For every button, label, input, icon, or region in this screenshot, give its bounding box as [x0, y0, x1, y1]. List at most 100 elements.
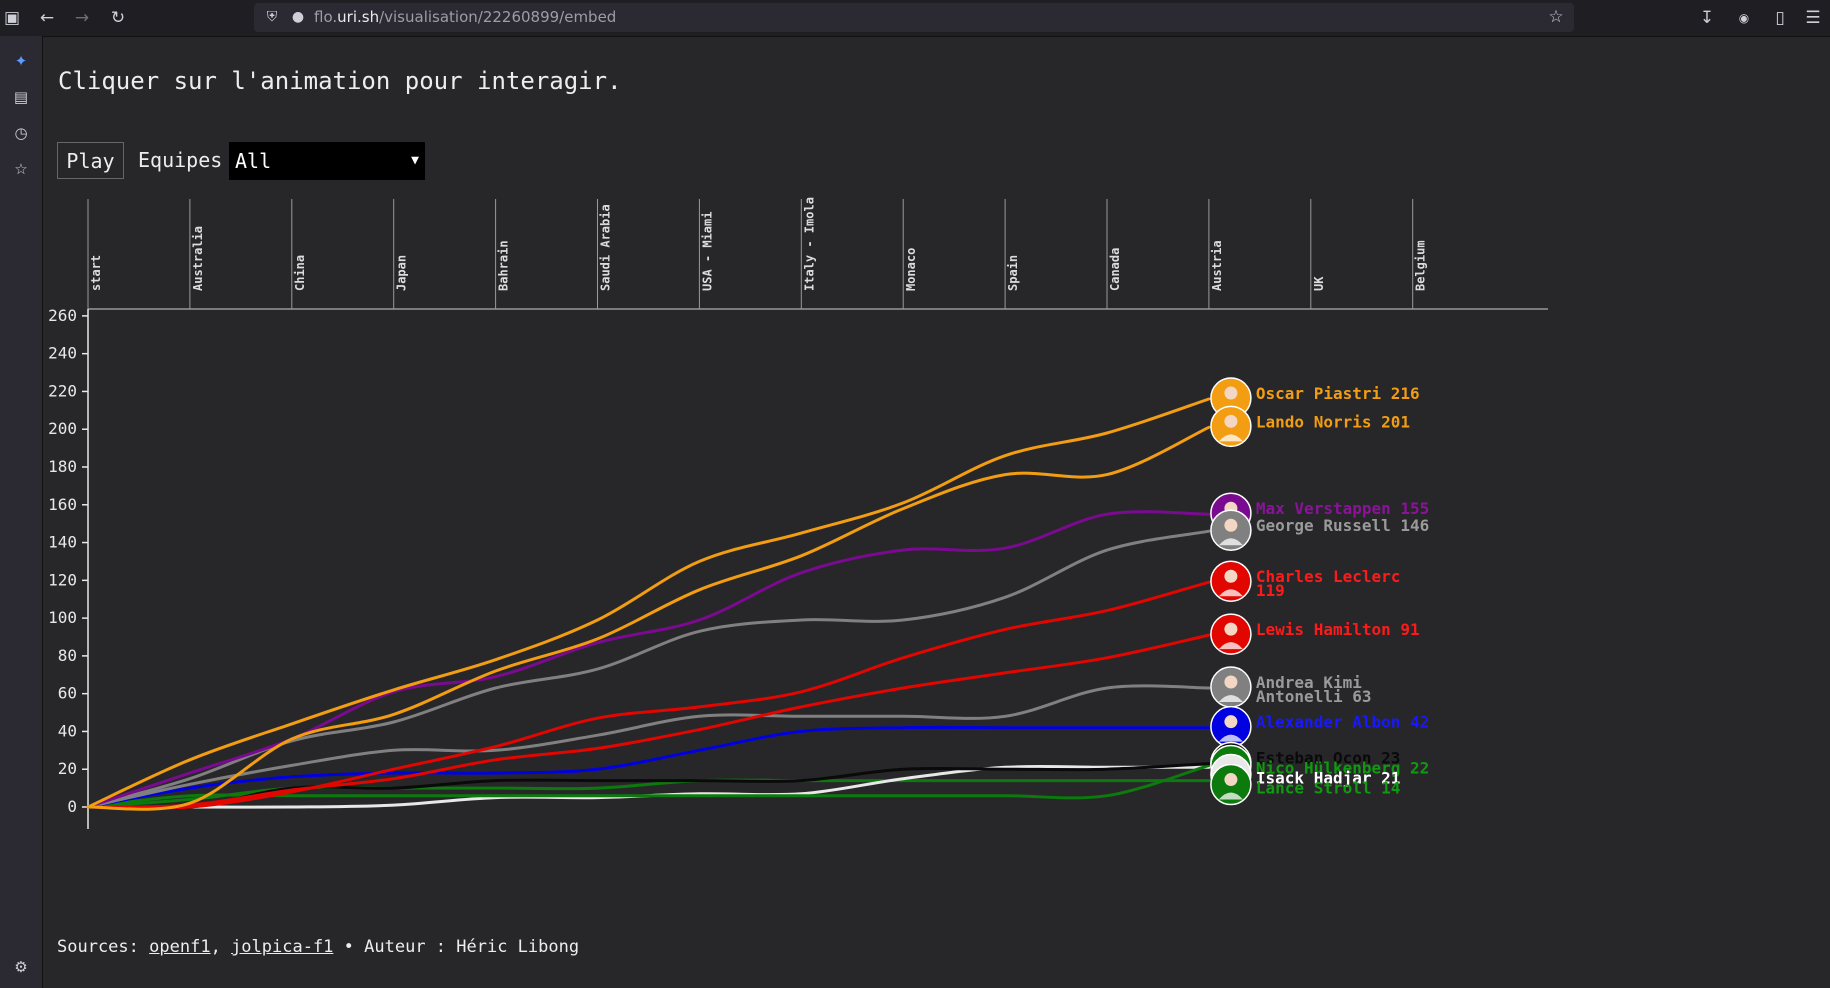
back-icon[interactable]: ←	[39, 8, 55, 28]
team-filter-select[interactable]: All ▼	[229, 142, 425, 180]
driver-label-text: Antonelli 63	[1256, 687, 1372, 706]
y-tick-label: 40	[58, 721, 77, 740]
driver-face-icon	[1224, 773, 1238, 787]
ai-chat-icon[interactable]: ✦	[14, 52, 28, 70]
settings-icon[interactable]: ⚙	[14, 958, 28, 976]
driver-labels: Oscar Piastri 216 Lando Norris 201 Max Ver…	[1210, 377, 1429, 806]
play-button[interactable]: Play	[57, 142, 124, 179]
browser-toolbar: ▣ ← → ↻ ⛨ ● flo.uri.sh/visualisation/222…	[0, 0, 1830, 37]
y-tick-label: 80	[58, 646, 77, 665]
driver-face-icon	[1224, 675, 1238, 689]
series-line-esteban-ocon[interactable]	[86, 762, 1211, 810]
driver-label-text: 119	[1256, 581, 1285, 600]
driver-label-text: George Russell 146	[1256, 516, 1429, 535]
account-icon[interactable]: ◉	[1738, 11, 1750, 25]
url-path: /visualisation/22260899/embed	[379, 8, 617, 26]
race-label: start	[89, 255, 103, 291]
source-link-jolpica[interactable]: jolpica-f1	[231, 937, 334, 957]
y-tick-label: 0	[67, 797, 77, 816]
y-tick-label: 200	[48, 419, 77, 438]
series-line-oscar-piastri[interactable]	[86, 397, 1211, 809]
address-bar[interactable]: ⛨ ● flo.uri.sh/visualisation/22260899/em…	[254, 3, 1574, 32]
team-filter-value: All	[235, 149, 272, 173]
driver-suit-icon	[1218, 538, 1243, 546]
y-axis: 0 20 40 60 80 100 120 140 160 180 200 220 240 260	[48, 306, 89, 829]
y-tick-label: 260	[48, 306, 77, 325]
author-credit: • Auteur : Héric Libong	[343, 937, 580, 957]
driver-suit-icon	[1218, 434, 1243, 442]
driver-label-text: Andrea Kimi	[1256, 673, 1362, 692]
history-icon[interactable]: ◷	[14, 124, 28, 142]
series-line-charles-leclerc[interactable]	[86, 580, 1211, 810]
synced-tabs-icon[interactable]: ▤	[13, 88, 29, 106]
driver-label-text: Lando Norris 201	[1256, 412, 1410, 431]
driver-suit-icon	[1218, 792, 1243, 800]
y-tick-label: 20	[58, 759, 77, 778]
series-line-lewis-hamilton[interactable]	[86, 633, 1211, 809]
driver-face-icon	[1224, 386, 1238, 400]
race-label: China	[293, 255, 307, 291]
driver-label-george-russell[interactable]: George Russell 146	[1210, 509, 1429, 551]
driver-label-text: Charles Leclerc	[1256, 567, 1401, 586]
team-filter-label: Equipes	[138, 148, 223, 172]
url-host: uri.sh	[337, 8, 380, 26]
y-tick-label: 120	[48, 570, 77, 589]
race-label: Monaco	[904, 248, 918, 291]
race-label: Italy - Imola	[802, 197, 816, 291]
driver-label-text: Lewis Hamilton 91	[1256, 620, 1420, 639]
driver-suit-icon	[1218, 734, 1243, 742]
series-line-alexander-albon[interactable]	[86, 725, 1211, 809]
y-tick-label: 60	[58, 684, 77, 703]
y-tick-label: 160	[48, 495, 77, 514]
downloads-icon[interactable]: ↧	[1699, 8, 1715, 28]
lock-icon: ●	[291, 9, 305, 25]
visualisation-page: Cliquer sur l'animation pour interagir. …	[43, 37, 1830, 988]
y-tick-label: 100	[48, 608, 77, 627]
driver-face-icon	[1224, 414, 1238, 428]
series-lines	[86, 397, 1211, 811]
race-label: UK	[1312, 276, 1326, 291]
series-line-lando-norris[interactable]	[86, 425, 1211, 811]
source-link-openf1[interactable]: openf1	[149, 937, 211, 957]
extensions-icon[interactable]: ▯	[1775, 8, 1785, 28]
menu-icon[interactable]: ☰	[1805, 8, 1821, 28]
y-tick-label: 240	[48, 344, 77, 363]
source-separator: ,	[210, 937, 221, 957]
y-tick-label: 220	[48, 381, 77, 400]
points-line-chart[interactable]: start Australia China Japan Bahrain Saudi Ara…	[43, 187, 1830, 977]
url-text[interactable]: flo.uri.sh/visualisation/22260899/embed	[314, 3, 616, 32]
bookmark-star-icon[interactable]: ☆	[1548, 7, 1564, 27]
driver-label-lando-norris[interactable]: Lando Norris 201	[1210, 405, 1410, 448]
race-label: Belgium	[1414, 240, 1428, 291]
driver-label-lewis-hamilton[interactable]: Lewis Hamilton 91	[1210, 613, 1420, 655]
reload-icon[interactable]: ↻	[110, 8, 126, 28]
driver-label-text: Esteban Ocon 23	[1256, 749, 1401, 768]
forward-icon[interactable]: →	[74, 8, 90, 28]
series-line-nico-hulkenberg[interactable]	[86, 763, 1211, 809]
chevron-down-icon: ▼	[411, 153, 419, 168]
driver-label-text: Oscar Piastri 216	[1256, 384, 1420, 403]
race-label: Japan	[395, 255, 409, 291]
series-line-andrea-kimi-antonelli[interactable]	[86, 684, 1211, 809]
y-tick-label: 180	[48, 457, 77, 476]
driver-label-text: Alexander Albon 42	[1256, 713, 1429, 732]
driver-label-text: Lance Stroll 14	[1256, 779, 1401, 798]
driver-suit-icon	[1218, 642, 1243, 650]
driver-label-lance-stroll[interactable]: Lance Stroll 14	[1210, 763, 1401, 806]
driver-suit-icon	[1218, 589, 1243, 597]
driver-label-alexander-albon[interactable]: Alexander Albon 42	[1210, 705, 1429, 748]
sources-label: Sources:	[57, 937, 139, 957]
race-label: USA - Miami	[700, 212, 714, 291]
shield-icon[interactable]: ⛨	[266, 9, 278, 25]
sidebar-toggle-icon[interactable]: ▣	[3, 8, 21, 28]
bookmarks-icon[interactable]: ☆	[14, 160, 28, 178]
y-tick-label: 140	[48, 533, 77, 552]
race-label: Australia	[191, 226, 205, 291]
race-label: Austria	[1210, 240, 1224, 291]
driver-label-text: Nico Hülkenberg 22	[1256, 759, 1429, 778]
driver-face-icon	[1224, 622, 1238, 636]
driver-label-text: Max Verstappen 155	[1256, 499, 1429, 518]
driver-label-text: Isack Hadjar 21	[1256, 769, 1401, 788]
